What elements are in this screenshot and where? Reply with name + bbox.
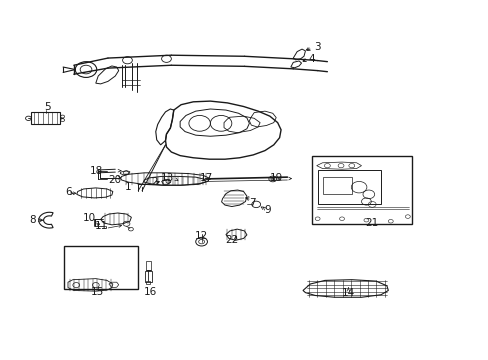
Text: 16: 16 [144, 287, 157, 297]
Text: 20: 20 [108, 175, 121, 185]
Bar [145, 261, 151, 270]
Text: 1: 1 [124, 182, 131, 192]
Text: 7: 7 [249, 198, 256, 208]
Bar [322, 177, 351, 194]
Bar [317, 170, 380, 204]
Text: 11: 11 [95, 221, 108, 231]
Text: 9: 9 [264, 206, 270, 216]
Text: 13: 13 [160, 173, 173, 183]
Text: 22: 22 [225, 235, 239, 245]
Bar [311, 156, 411, 224]
Text: 5: 5 [44, 102, 51, 112]
Bar [144, 271, 152, 282]
Text: 4: 4 [308, 54, 314, 64]
Bar [146, 281, 150, 284]
Text: 21: 21 [365, 218, 378, 228]
Text: 6: 6 [65, 187, 72, 197]
Text: 3: 3 [314, 42, 320, 52]
Bar [31, 112, 60, 125]
Text: 8: 8 [30, 215, 36, 225]
Text: 18: 18 [90, 166, 103, 176]
Text: 10: 10 [82, 213, 96, 222]
Text: 2: 2 [151, 177, 157, 187]
Text: 19: 19 [269, 173, 283, 183]
Text: 12: 12 [195, 231, 208, 240]
Text: 17: 17 [199, 173, 212, 183]
Text: 14: 14 [341, 288, 354, 298]
Bar [64, 246, 138, 289]
Text: 15: 15 [90, 287, 103, 297]
